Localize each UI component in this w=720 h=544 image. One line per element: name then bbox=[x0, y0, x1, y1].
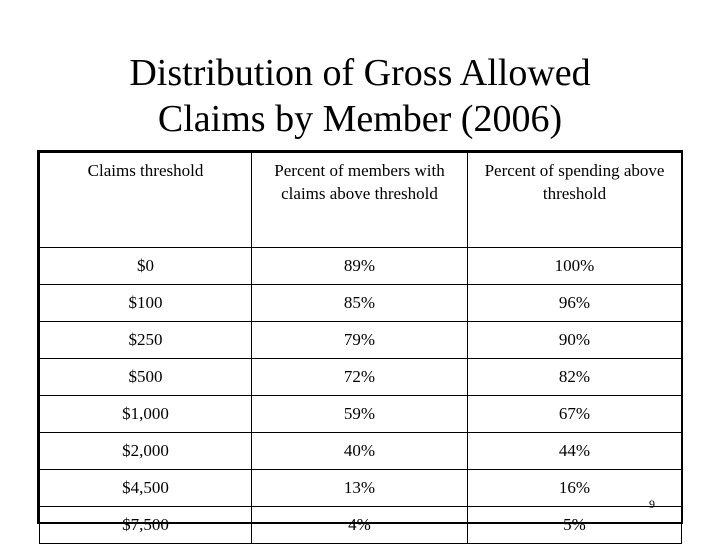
cell-threshold: $7,500 bbox=[39, 506, 252, 544]
cell-threshold: $2,000 bbox=[39, 432, 252, 470]
header-percent-spending: Percent of spending above threshold bbox=[467, 152, 682, 248]
slide-title-line-1: Distribution of Gross Allowed bbox=[129, 52, 591, 94]
cell-members: 59% bbox=[251, 395, 468, 433]
cell-spending: 44% bbox=[467, 432, 682, 470]
cell-threshold: $100 bbox=[39, 284, 252, 322]
table-row: $7,500 4% 5% bbox=[39, 506, 682, 544]
header-percent-members: Percent of members with claims above thr… bbox=[251, 152, 468, 248]
cell-spending: 100% bbox=[467, 247, 682, 285]
cell-members: 72% bbox=[251, 358, 468, 396]
table-row: $4,500 13% 16% bbox=[39, 469, 682, 507]
cell-spending: 82% bbox=[467, 358, 682, 396]
cell-spending: 16% bbox=[467, 469, 682, 507]
table-row: $0 89% 100% bbox=[39, 247, 682, 285]
cell-spending: 90% bbox=[467, 321, 682, 359]
page-number: 9 bbox=[649, 497, 655, 511]
table-row: $500 72% 82% bbox=[39, 358, 682, 396]
cell-spending: 67% bbox=[467, 395, 682, 433]
table-row: $250 79% 90% bbox=[39, 321, 682, 359]
table-row: $1,000 59% 67% bbox=[39, 395, 682, 433]
claims-distribution-table: Claims threshold Percent of members with… bbox=[39, 152, 682, 544]
table-row: $100 85% 96% bbox=[39, 284, 682, 322]
cell-threshold: $0 bbox=[39, 247, 252, 285]
cell-members: 89% bbox=[251, 247, 468, 285]
cell-spending: 96% bbox=[467, 284, 682, 322]
claims-table-container: Claims threshold Percent of members with… bbox=[37, 150, 683, 544]
cell-threshold: $4,500 bbox=[39, 469, 252, 507]
slide-title-line-2: Claims by Member (2006) bbox=[157, 98, 563, 140]
cell-threshold: $1,000 bbox=[39, 395, 252, 433]
cell-members: 40% bbox=[251, 432, 468, 470]
cell-members: 13% bbox=[251, 469, 468, 507]
cell-members: 85% bbox=[251, 284, 468, 322]
slide-title: Distribution of Gross Allowed Claims by … bbox=[0, 50, 720, 142]
header-claims-threshold: Claims threshold bbox=[39, 152, 252, 248]
cell-members: 79% bbox=[251, 321, 468, 359]
cell-threshold: $500 bbox=[39, 358, 252, 396]
cell-threshold: $250 bbox=[39, 321, 252, 359]
table-header-row: Claims threshold Percent of members with… bbox=[39, 152, 682, 248]
cell-spending: 5% bbox=[467, 506, 682, 544]
table-row: $2,000 40% 44% bbox=[39, 432, 682, 470]
cell-members: 4% bbox=[251, 506, 468, 544]
